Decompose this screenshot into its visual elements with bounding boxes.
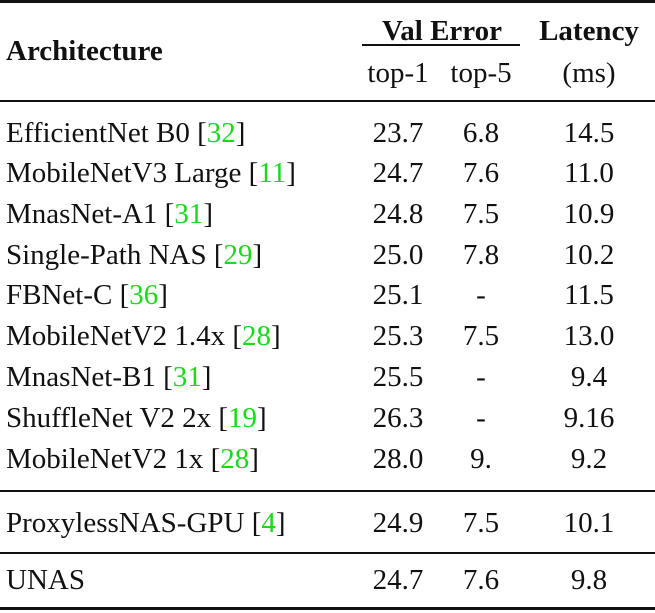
row-architecture: MobileNetV3 Large [11]	[6, 157, 296, 189]
row-latency: 11.5	[564, 279, 614, 311]
header-architecture: Architecture	[6, 35, 163, 67]
row-top1: 25.3	[372, 320, 424, 352]
header-rule	[0, 100, 655, 102]
row-top1: 25.0	[372, 239, 424, 271]
row-architecture: FBNet-C [36]	[6, 279, 168, 311]
reference-link[interactable]: 31	[174, 198, 204, 230]
group-rule	[0, 552, 655, 554]
row-top5: 7.6	[462, 564, 500, 596]
row-top5: 6.8	[462, 117, 500, 149]
reference-link[interactable]: 32	[206, 117, 236, 149]
header-top1: top-1	[367, 57, 429, 89]
row-latency: 13.0	[563, 320, 615, 352]
row-top5: 7.6	[462, 157, 500, 189]
row-latency: 11.0	[564, 157, 614, 189]
top-rule	[0, 0, 655, 3]
row-top1: 23.7	[372, 117, 424, 149]
row-top1: 24.7	[372, 564, 424, 596]
reference-link[interactable]: 31	[172, 361, 202, 393]
row-top5: 7.5	[462, 320, 500, 352]
val-error-underline	[362, 44, 520, 46]
reference-link[interactable]: 11	[258, 157, 287, 189]
row-top5: -	[476, 402, 486, 434]
reference-link[interactable]: 29	[223, 239, 253, 271]
reference-link[interactable]: 4	[261, 507, 276, 539]
row-architecture: ProxylessNAS-GPU [4]	[6, 507, 286, 539]
row-top5: 7.5	[462, 198, 500, 230]
row-top1: 26.3	[372, 402, 424, 434]
row-top1: 25.1	[372, 279, 424, 311]
header-top5: top-5	[450, 57, 512, 89]
reference-link[interactable]: 36	[129, 279, 159, 311]
row-latency: 9.8	[570, 564, 608, 596]
row-architecture: UNAS	[6, 564, 85, 596]
row-latency: 10.1	[563, 507, 615, 539]
header-val-error: Val Error	[381, 15, 503, 47]
row-latency: 10.9	[563, 198, 615, 230]
row-architecture: MobileNetV2 1.4x [28]	[6, 320, 281, 352]
row-top5: -	[476, 361, 486, 393]
row-top1: 24.9	[372, 507, 424, 539]
row-top5: 9.	[470, 443, 492, 475]
header-latency-unit: (ms)	[562, 57, 616, 89]
row-top1: 24.8	[372, 198, 424, 230]
row-top5: -	[476, 279, 486, 311]
row-latency: 9.4	[570, 361, 608, 393]
row-architecture: EfficientNet B0 [32]	[6, 117, 246, 149]
reference-link[interactable]: 28	[242, 320, 271, 352]
row-architecture: ShuffleNet V2 2x [19]	[6, 402, 267, 434]
row-latency: 10.2	[563, 239, 615, 271]
row-latency: 14.5	[563, 117, 615, 149]
row-top1: 25.5	[372, 361, 424, 393]
group-rule	[0, 490, 655, 492]
row-top1: 28.0	[372, 443, 424, 475]
row-architecture: Single-Path NAS [29]	[6, 239, 263, 271]
row-top1: 24.7	[372, 157, 424, 189]
row-architecture: MnasNet-A1 [31]	[6, 198, 213, 230]
row-latency: 9.2	[570, 443, 608, 475]
header-latency: Latency	[539, 15, 639, 47]
reference-link[interactable]: 28	[220, 443, 250, 475]
bottom-rule	[0, 607, 655, 610]
row-latency: 9.16	[563, 402, 615, 434]
row-architecture: MnasNet-B1 [31]	[6, 361, 212, 393]
row-top5: 7.5	[462, 507, 500, 539]
row-architecture: MobileNetV2 1x [28]	[6, 443, 259, 475]
reference-link[interactable]: 19	[228, 402, 258, 434]
row-top5: 7.8	[462, 239, 500, 271]
